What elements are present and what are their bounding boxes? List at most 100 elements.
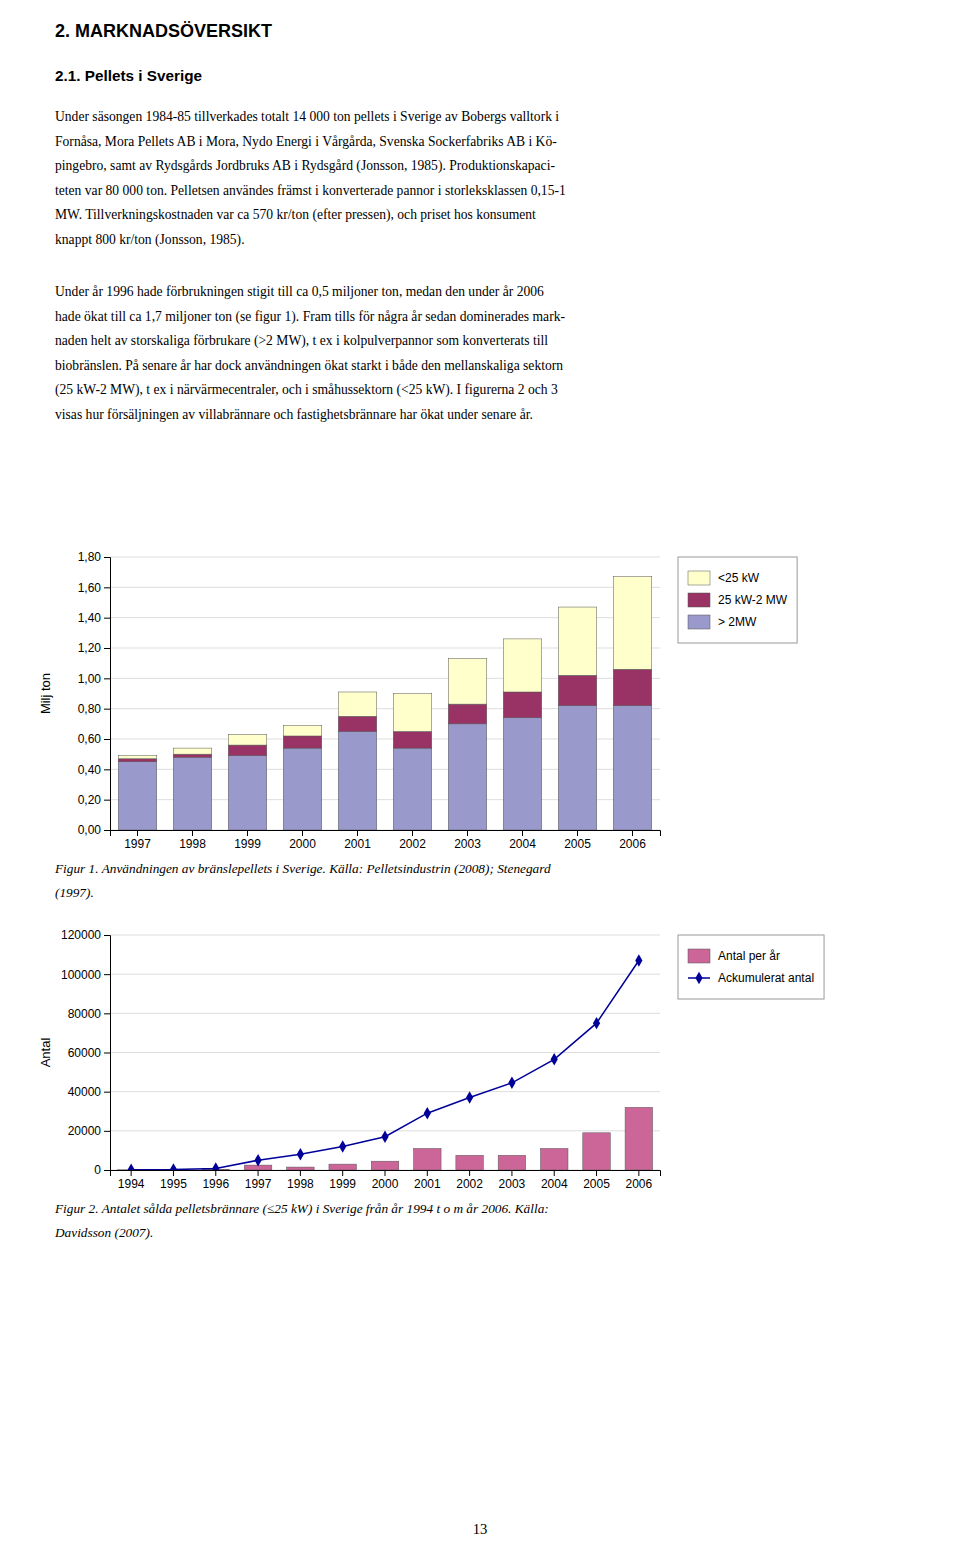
bar xyxy=(338,692,377,716)
tick: 20000 xyxy=(68,1124,110,1138)
legend-label: Ackumulerat antal xyxy=(718,971,814,985)
bar xyxy=(558,706,597,830)
tick-mark xyxy=(511,1170,512,1176)
bar xyxy=(338,731,377,830)
legend-item: Antal per år xyxy=(688,949,780,963)
tick-mark xyxy=(215,1170,216,1176)
bar xyxy=(503,692,542,718)
tick: 80000 xyxy=(68,1007,110,1021)
page-title: 2. MARKNADSÖVERSIKT xyxy=(55,21,272,41)
tick: 2001 xyxy=(414,1170,441,1191)
tick-label: 1997 xyxy=(245,1177,272,1191)
bar xyxy=(338,716,377,731)
tick: 120000 xyxy=(61,928,110,942)
bar xyxy=(283,725,322,736)
grid-line xyxy=(110,1091,660,1092)
bar xyxy=(228,756,267,830)
tick: 0,00 xyxy=(78,823,110,837)
body-text: knappt 800 kr/ton (Jonsson, 1985). xyxy=(55,232,245,248)
series xyxy=(128,954,643,1170)
body-text: teten var 80 000 ton. Pelletsen användes… xyxy=(55,183,566,198)
tick-label: 1,60 xyxy=(78,581,102,595)
tick-mark xyxy=(302,830,303,836)
tick-mark xyxy=(104,739,110,740)
tick-mark xyxy=(104,1131,110,1132)
tick-label: 1998 xyxy=(287,1177,314,1191)
plot-area xyxy=(117,954,652,1170)
page-number: 13 xyxy=(473,1521,488,1537)
axis-line xyxy=(104,936,111,1171)
tick-label: 120000 xyxy=(61,928,101,942)
tick-mark xyxy=(104,830,110,831)
body-text: MW. Tillverkningskostnaden var ca 570 kr… xyxy=(55,207,536,223)
tick-mark xyxy=(300,1170,301,1176)
series xyxy=(118,669,652,762)
tick-mark xyxy=(522,830,523,836)
marker xyxy=(381,1130,388,1142)
caption: Figur 2. Antalet sålda pelletsbrännare (… xyxy=(54,1201,549,1216)
tick-mark xyxy=(104,1170,110,1171)
bar xyxy=(393,748,432,830)
tick-mark xyxy=(104,1092,110,1093)
bar xyxy=(613,577,652,670)
grid-line xyxy=(110,587,660,588)
tick: 2004 xyxy=(541,1170,568,1191)
y-axis: 0,000,200,400,600,801,001,201,401,601,80 xyxy=(78,550,111,837)
bar xyxy=(173,757,212,830)
page: 2. MARKNADSÖVERSIKT2.1. Pellets i Sverig… xyxy=(0,0,960,1554)
tick: 1997 xyxy=(245,1170,272,1191)
legend-frame xyxy=(678,557,797,643)
marker xyxy=(128,1164,135,1170)
tick-label: 0,40 xyxy=(78,763,102,777)
tick-mark xyxy=(173,1170,174,1176)
marker xyxy=(466,1091,473,1103)
tick: 1996 xyxy=(202,1170,229,1191)
grid-line xyxy=(110,557,660,558)
tick-label: 2003 xyxy=(499,1177,526,1191)
tick-label: 0,20 xyxy=(78,793,102,807)
tick-label: 2005 xyxy=(564,837,591,851)
tick-label: 100000 xyxy=(61,968,101,982)
tick-mark xyxy=(104,800,110,801)
tick-label: 2003 xyxy=(454,837,481,851)
bar xyxy=(283,748,322,830)
tick-mark xyxy=(104,1013,110,1014)
tick-label: 1995 xyxy=(160,1177,187,1191)
grid-line xyxy=(110,1013,660,1014)
bar xyxy=(558,675,597,705)
tick: 2000 xyxy=(372,1170,399,1191)
body-text: (25 kW-2 MW), t ex i närvärmecentraler, … xyxy=(55,382,558,398)
tick-label: 1994 xyxy=(118,1177,145,1191)
axis-line xyxy=(104,558,111,831)
tick-mark xyxy=(385,1170,386,1176)
tick-label: 1996 xyxy=(202,1177,229,1191)
body-text: pingebro, samt av Rydsgårds Jordbruks AB… xyxy=(55,158,555,174)
grid-line xyxy=(110,935,660,936)
chart: 0200004000060000800001000001200001994199… xyxy=(38,928,824,1190)
tick-label: 1,40 xyxy=(78,611,102,625)
tick-mark xyxy=(596,1170,597,1176)
tick-mark xyxy=(104,648,110,649)
tick-label: 1998 xyxy=(179,837,206,851)
tick: 1,20 xyxy=(78,641,110,655)
tick: 1,40 xyxy=(78,611,110,625)
plot-area xyxy=(118,577,652,830)
tick-label: 2001 xyxy=(414,1177,441,1191)
marker xyxy=(551,1053,558,1065)
bar xyxy=(448,724,487,830)
bar xyxy=(228,734,267,745)
tick: 2006 xyxy=(625,1170,652,1191)
legend-item: > 2MW xyxy=(688,615,757,629)
tick-mark xyxy=(104,557,110,558)
bar xyxy=(118,759,157,762)
bar xyxy=(613,669,652,705)
tick-label: 2006 xyxy=(625,1177,652,1191)
tick: 2001 xyxy=(344,830,371,851)
legend-item: Ackumulerat antal xyxy=(688,971,814,985)
tick: 2002 xyxy=(399,830,426,851)
tick: 1997 xyxy=(124,830,151,851)
tick: 1999 xyxy=(234,830,261,851)
tick-label: 60000 xyxy=(68,1046,102,1060)
tick: 40000 xyxy=(68,1085,110,1099)
bar xyxy=(228,745,267,756)
